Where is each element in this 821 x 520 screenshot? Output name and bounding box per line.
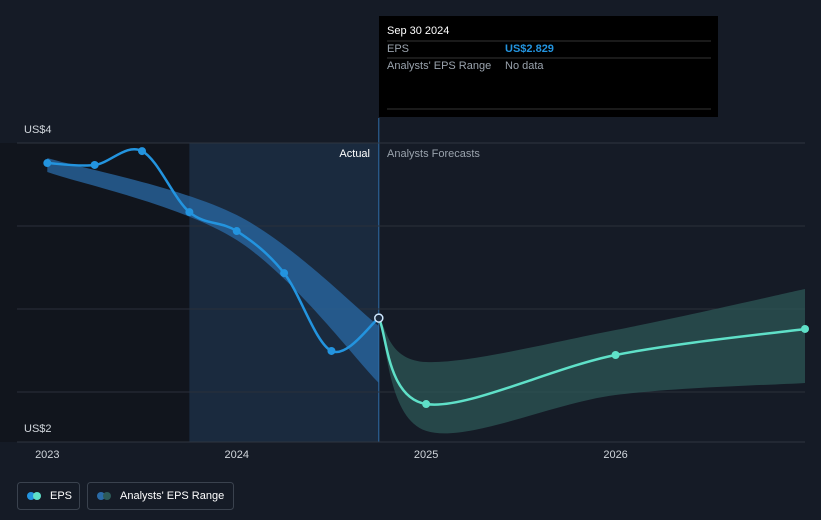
y-tick-label: US$4 — [24, 124, 52, 136]
x-tick-label: 2023 — [35, 449, 59, 461]
eps-point — [611, 350, 620, 359]
tooltip-label: Analysts' EPS Range — [387, 60, 491, 72]
eps-forecast-line — [377, 317, 806, 406]
eps-point — [43, 159, 52, 168]
tooltip-value: US$2.829 — [505, 43, 554, 55]
legend-label: Analysts' EPS Range — [120, 490, 224, 502]
eps-point — [90, 160, 99, 169]
eps-point — [280, 269, 289, 278]
eps-point — [138, 147, 147, 156]
legend-swatch — [27, 492, 35, 500]
plot-area: US$2 US$4 2023 2024 2025 2026 — [0, 118, 809, 461]
legend: EPS Analysts' EPS Range — [17, 482, 234, 510]
y-tick-label: US$2 — [24, 423, 52, 435]
legend-swatch — [33, 492, 41, 500]
legend-button[interactable] — [87, 482, 234, 510]
eps-point — [422, 400, 431, 409]
tooltip-value: No data — [505, 60, 544, 72]
range-band — [47, 157, 379, 383]
legend-swatch — [97, 492, 105, 500]
tooltip-box — [379, 16, 718, 117]
actual-label: Actual — [339, 148, 370, 160]
legend-button[interactable] — [17, 482, 80, 510]
legend-swatch — [103, 492, 111, 500]
x-tick-label: 2025 — [414, 449, 438, 461]
tooltip-title: Sep 30 2024 — [387, 25, 449, 37]
tooltip: Sep 30 2024 EPS US$2.829 Analysts' EPS R… — [379, 16, 718, 117]
forecast-label: Analysts Forecasts — [387, 148, 480, 160]
highlight-region — [189, 143, 379, 442]
x-tick-label: 2026 — [603, 449, 627, 461]
eps-point — [185, 208, 194, 217]
legend-label: EPS — [50, 490, 72, 502]
eps-point — [801, 324, 809, 333]
tooltip-label: EPS — [387, 43, 409, 55]
eps-point — [374, 313, 384, 323]
eps-point — [327, 346, 336, 355]
x-tick-label: 2024 — [224, 449, 248, 461]
eps-point — [232, 227, 241, 236]
